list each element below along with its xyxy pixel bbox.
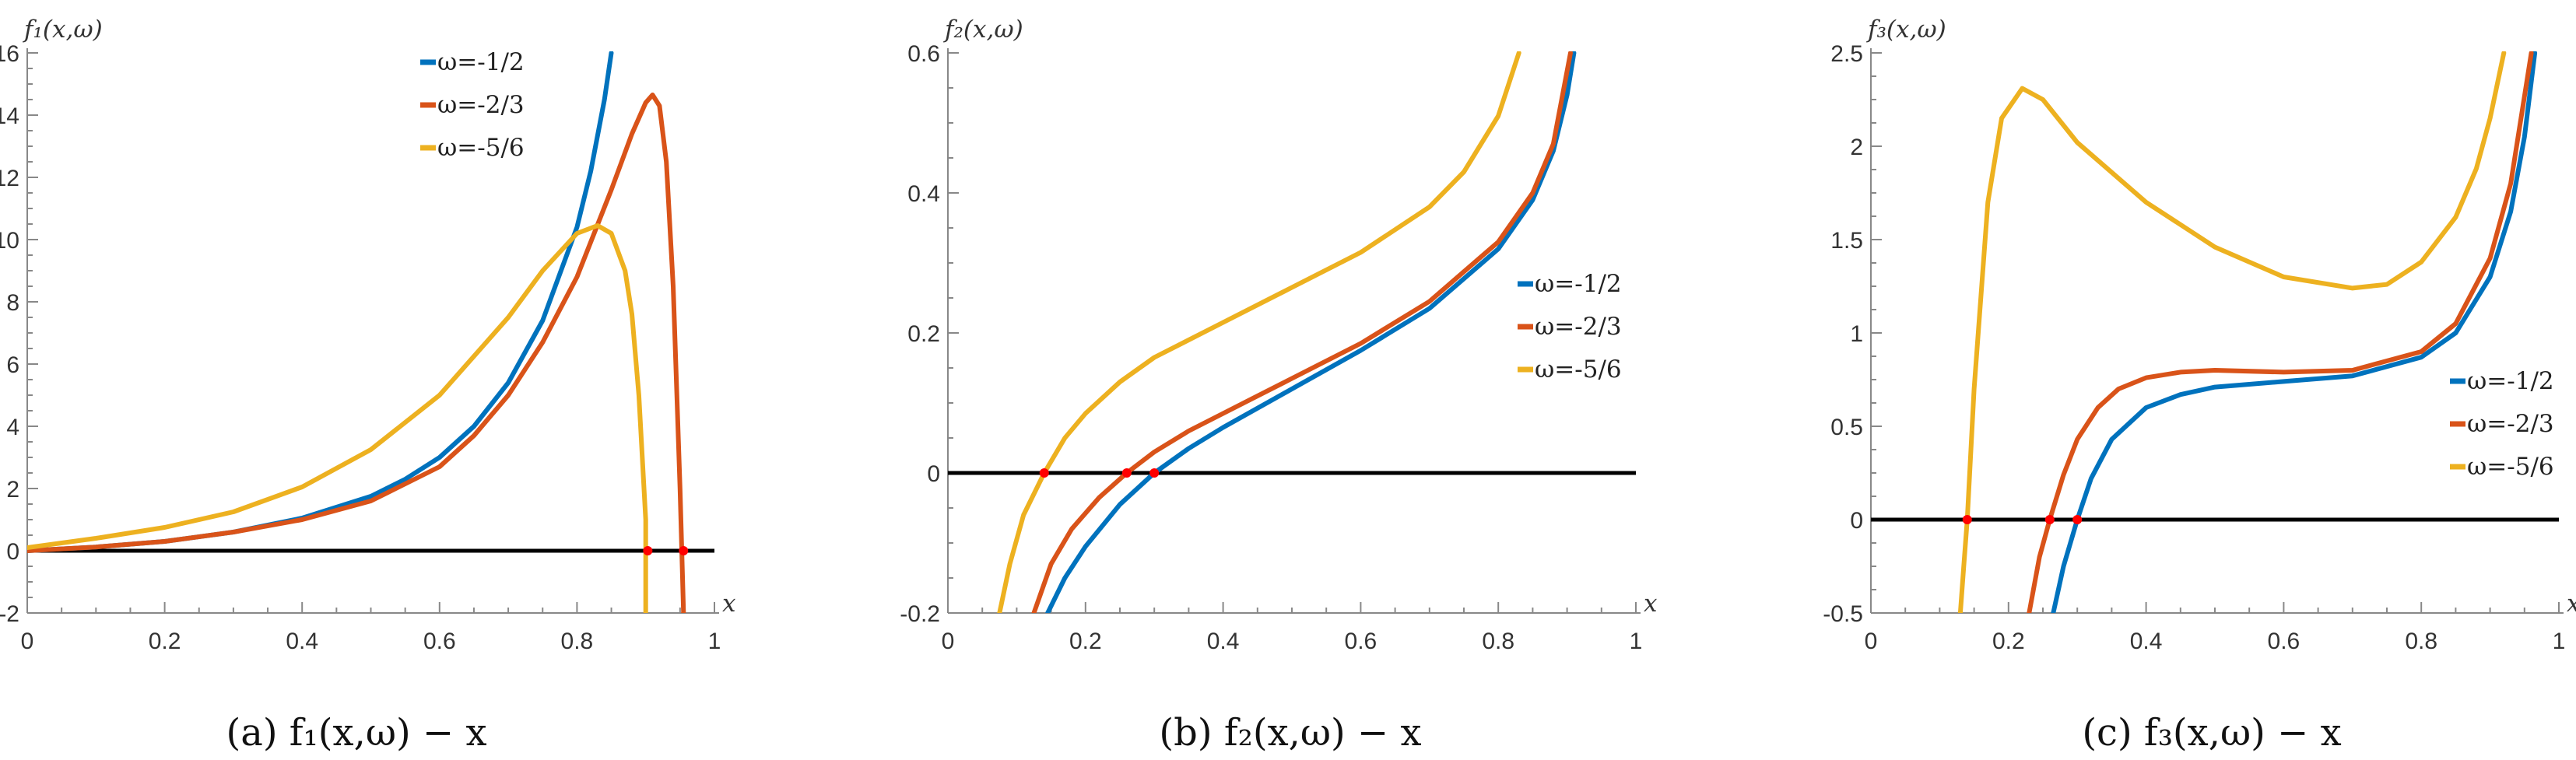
x-tick-label: 0.4 [1207,629,1240,654]
x-tick-label: 0.2 [1992,629,2025,654]
root-point [1149,468,1160,478]
x-tick-label: 0.6 [423,629,456,654]
x-tick-label: 1 [708,629,721,654]
y-tick-label: -2 [0,601,19,627]
series-line-2 [27,93,686,613]
y-tick-label: 0.6 [907,41,940,67]
legend-label: ω=-5/6 [1535,355,1622,384]
series-line-3 [1957,51,2507,613]
x-tick-label: 0.8 [561,629,594,654]
panel-a: 00.20.40.60.81-20246810121416f₁(x,ω)xω=-… [0,16,736,755]
legend-label: ω=-2/3 [2467,410,2554,438]
y-axis-label: f₁(x,ω) [23,16,103,44]
legend-label: ω=-2/3 [1535,313,1622,341]
y-tick-label: 12 [0,166,19,191]
x-axis-label: x [2567,590,2576,618]
legend-label: ω=-5/6 [437,134,525,162]
legend-label: ω=-2/3 [437,91,525,119]
y-tick-label: -0.5 [1823,601,1863,627]
y-tick-label: 4 [6,415,19,440]
x-tick-label: 0.8 [1482,629,1514,654]
x-tick-label: 0.8 [2405,629,2437,654]
x-tick-label: 0.4 [286,629,318,654]
y-tick-label: 0.5 [1830,415,1863,440]
y-tick-label: 0 [1850,508,1863,534]
series-line-2 [2027,51,2534,613]
x-axis-label: x [1644,590,1658,618]
root-point [679,546,689,555]
panel-caption: (b) f₂(x,ω) − x [1159,711,1421,755]
y-axis-label: f₂(x,ω) [943,16,1023,44]
x-tick-label: 0 [942,629,955,654]
root-point [2072,515,2083,524]
x-tick-label: 0.6 [1345,629,1377,654]
y-tick-label: 0.4 [907,181,940,207]
root-point [2044,515,2055,524]
legend-label: ω=-1/2 [1535,270,1622,298]
y-tick-label: 10 [0,228,19,254]
series-line-3 [997,51,1521,613]
y-tick-label: 6 [6,352,19,378]
x-tick-label: 0.2 [1069,629,1102,654]
y-tick-label: 14 [0,103,19,129]
y-tick-label: 2.5 [1830,41,1863,67]
panel-caption: (c) f₃(x,ω) − x [2082,711,2341,755]
panel-c: 00.20.40.60.81-0.500.511.522.5f₃(x,ω)xω=… [1823,16,2576,755]
x-tick-label: 1 [1630,629,1643,654]
y-tick-label: 2 [1850,135,1863,160]
series-line-2 [1031,51,1573,613]
legend-label: ω=-1/2 [437,48,525,76]
y-tick-label: 16 [0,41,19,67]
x-axis-label: x [722,590,736,618]
legend-label: ω=-5/6 [2467,453,2554,481]
x-tick-label: 1 [2553,629,2566,654]
y-tick-label: 1 [1850,321,1863,347]
y-tick-label: 8 [6,290,19,316]
series-line-1 [1045,51,1577,613]
y-tick-label: 0 [927,461,940,487]
series-line-3 [27,223,648,613]
y-tick-label: -0.2 [900,601,940,627]
root-point [1121,468,1132,478]
x-tick-label: 0 [1865,629,1878,654]
x-tick-label: 0.6 [2268,629,2301,654]
legend-label: ω=-1/2 [2467,367,2554,395]
y-tick-label: 0 [6,539,19,565]
x-tick-label: 0.2 [149,629,181,654]
x-tick-label: 0.4 [2130,629,2163,654]
panel-caption: (a) f₁(x,ω) − x [226,711,486,755]
panel-b: 0 0.2 0.4 0.6 0.8 1-0.200.20.40.6f₂(x,ω)xω=-1… [900,16,1658,755]
root-point [643,546,653,555]
root-point [1962,515,1972,524]
root-point [1039,468,1049,478]
x-tick-label: 0 [21,629,34,654]
y-axis-label: f₃(x,ω) [1866,16,1946,44]
y-tick-label: 1.5 [1830,228,1863,254]
series-line-1 [2051,51,2538,613]
y-tick-label: 2 [6,477,19,503]
y-tick-label: 0.2 [907,321,940,347]
